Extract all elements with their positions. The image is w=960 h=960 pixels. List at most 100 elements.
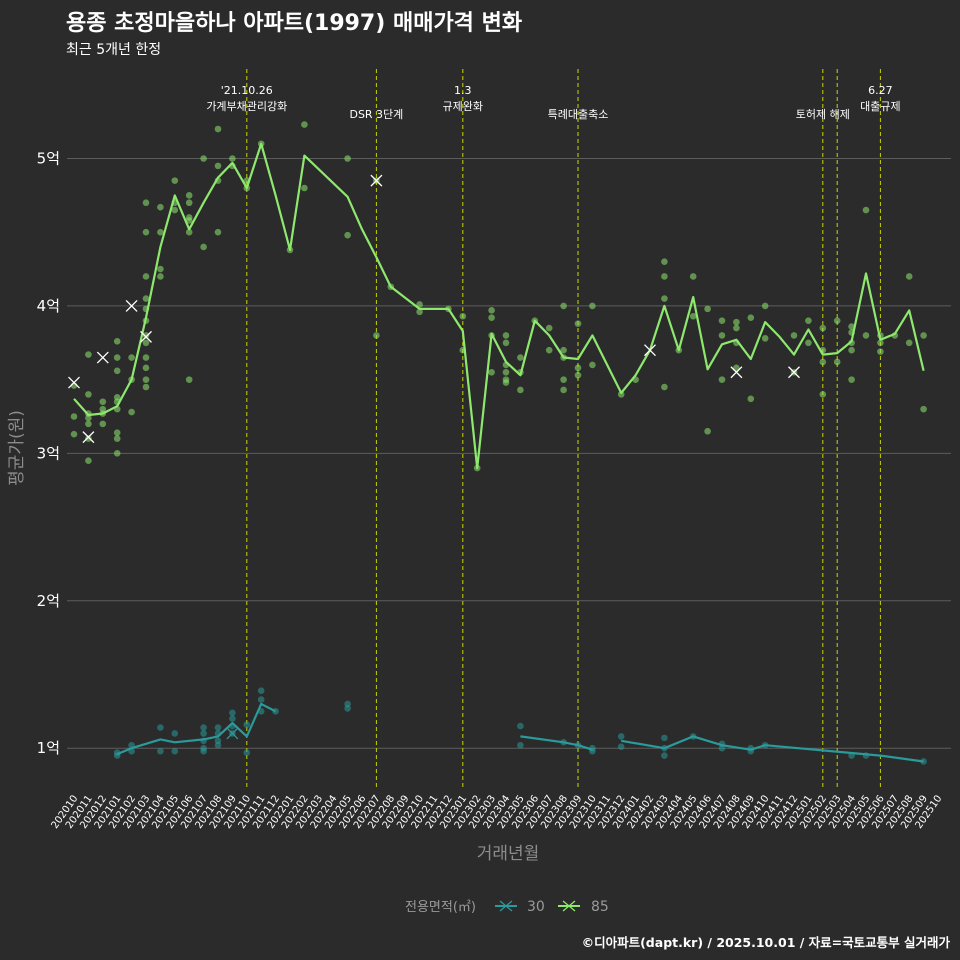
plot-area — [68, 121, 927, 765]
point-85-64 — [301, 184, 308, 192]
point-85-56 — [214, 228, 222, 236]
y-gridlines: 1억 2억 3억 4억 5억 — [37, 150, 951, 757]
legend-item-30: 30 — [495, 899, 545, 915]
point-85-65 — [344, 155, 351, 162]
point-30-39 — [661, 752, 668, 759]
point-85-104 — [661, 258, 668, 266]
x-axis-ticks: 2020102020112020122021012021022021032021… — [50, 793, 945, 831]
point-30-5 — [157, 747, 164, 755]
point-30-23 — [257, 687, 265, 695]
point-85-71 — [416, 308, 423, 316]
point-30-22 — [243, 749, 251, 756]
point-85-117 — [733, 324, 740, 332]
point-30-12 — [200, 747, 207, 755]
source-caption: ©디아파트(dapt.kr) / 2025.10.01 / 자료=국토교통부 실… — [582, 935, 951, 950]
point-30-6 — [171, 730, 179, 737]
point-85-2 — [70, 430, 78, 438]
point-85-57 — [229, 155, 236, 162]
point-30-8 — [200, 724, 207, 731]
point-85-42 — [171, 177, 179, 184]
point-85-33 — [142, 339, 150, 347]
point-85-146 — [905, 339, 913, 347]
point-85-53 — [214, 125, 222, 133]
point-85-3 — [85, 351, 92, 358]
point-85-34 — [142, 354, 150, 361]
point-30-9 — [200, 730, 207, 737]
cross-mark-30-0 — [226, 727, 239, 740]
point-85-136 — [848, 339, 855, 347]
point-85-137 — [848, 346, 855, 354]
point-85-106 — [661, 295, 668, 302]
point-85-102 — [617, 391, 625, 398]
point-85-73 — [459, 312, 467, 320]
point-85-48 — [185, 217, 193, 224]
point-85-109 — [689, 273, 697, 280]
cross-mark-85-5 — [370, 174, 383, 187]
point-85-76 — [488, 307, 495, 314]
point-85-123 — [761, 335, 769, 342]
cross-mark-85-7 — [730, 366, 743, 379]
point-85-14 — [113, 338, 121, 345]
point-30-24 — [257, 696, 265, 703]
point-85-130 — [819, 358, 827, 366]
event-label-0-1: 가계부채관리강화 — [206, 100, 287, 113]
point-30-21 — [243, 721, 251, 728]
point-85-95 — [560, 376, 567, 383]
point-85-98 — [574, 364, 582, 372]
cross-mark-85-3 — [125, 299, 138, 312]
point-85-63 — [301, 121, 308, 128]
point-85-41 — [157, 273, 164, 280]
point-85-40 — [157, 265, 164, 273]
point-85-142 — [877, 339, 884, 347]
series-line-30-2 — [621, 735, 924, 763]
event-label-0-0: '21.10.26 — [221, 84, 273, 97]
point-85-28 — [142, 273, 150, 280]
point-85-50 — [185, 376, 193, 383]
point-85-39 — [157, 228, 164, 236]
point-85-44 — [171, 206, 179, 214]
chart-title: 용종 초정마을하나 아파트(1997) 매매가격 변화 — [66, 11, 522, 36]
legend-label-30: 30 — [527, 899, 545, 915]
point-85-138 — [848, 376, 855, 383]
series-line-85-0 — [73, 142, 925, 470]
point-85-116 — [733, 318, 740, 326]
event-label-4-0: 토허제 해제 — [796, 107, 850, 121]
y-axis-label: 평균가(원) — [7, 410, 27, 486]
series-line-30-1 — [520, 735, 593, 751]
event-label-6-1: 대출규제 — [860, 100, 900, 113]
point-85-96 — [560, 386, 567, 394]
cross-mark-85-4 — [140, 330, 152, 343]
point-85-111 — [704, 305, 711, 313]
point-85-110 — [689, 312, 697, 320]
legend-label-85: 85 — [591, 899, 609, 915]
event-label-6-0: 6.27 — [868, 84, 893, 97]
point-85-52 — [200, 243, 207, 251]
series-line-30-0 — [116, 702, 277, 756]
point-85-113 — [718, 317, 726, 324]
point-85-126 — [805, 317, 812, 324]
x-axis-label: 거래년월 — [477, 844, 540, 864]
point-85-101 — [589, 361, 596, 369]
point-85-37 — [142, 383, 150, 391]
point-85-105 — [661, 273, 668, 280]
point-85-93 — [560, 346, 567, 354]
point-85-88 — [517, 386, 524, 394]
point-85-90 — [545, 324, 553, 332]
legend-cross-icon-30 — [499, 900, 513, 912]
point-85-7 — [85, 420, 92, 428]
point-85-45 — [185, 192, 193, 199]
point-85-112 — [704, 427, 711, 435]
point-85-83 — [502, 368, 510, 376]
point-85-23 — [128, 354, 135, 361]
point-85-132 — [833, 317, 841, 324]
point-85-133 — [833, 358, 841, 366]
cross-mark-85-1 — [82, 431, 95, 444]
point-30-36 — [617, 743, 625, 751]
point-85-25 — [128, 408, 135, 416]
cross-mark-85-0 — [68, 376, 80, 389]
point-85-114 — [718, 332, 726, 339]
point-85-91 — [545, 346, 553, 354]
point-85-27 — [142, 228, 150, 236]
point-85-99 — [574, 371, 582, 379]
